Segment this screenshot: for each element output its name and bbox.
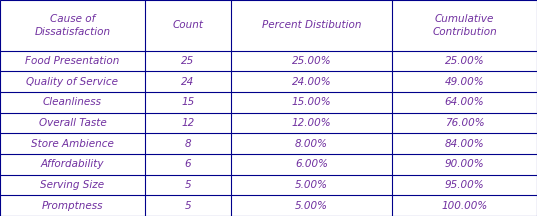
Text: 24.00%: 24.00% xyxy=(292,77,331,87)
Text: Percent Distibution: Percent Distibution xyxy=(262,20,361,30)
Text: Cleanliness: Cleanliness xyxy=(43,97,102,107)
Text: 90.00%: 90.00% xyxy=(445,159,484,169)
Text: Count: Count xyxy=(172,20,204,30)
Text: 100.00%: 100.00% xyxy=(441,201,488,211)
Text: 6: 6 xyxy=(185,159,191,169)
Text: 8: 8 xyxy=(185,139,191,149)
Text: 5: 5 xyxy=(185,201,191,211)
Text: Store Ambience: Store Ambience xyxy=(31,139,114,149)
Text: Cumulative
Contribution: Cumulative Contribution xyxy=(432,14,497,37)
Text: 12: 12 xyxy=(182,118,194,128)
Text: 8.00%: 8.00% xyxy=(295,139,328,149)
Text: Affordability: Affordability xyxy=(41,159,104,169)
Text: Quality of Service: Quality of Service xyxy=(26,77,119,87)
Text: Overall Taste: Overall Taste xyxy=(39,118,106,128)
Text: 24: 24 xyxy=(182,77,194,87)
Text: 25.00%: 25.00% xyxy=(445,56,484,66)
Text: 5: 5 xyxy=(185,180,191,190)
Text: 49.00%: 49.00% xyxy=(445,77,484,87)
Text: 12.00%: 12.00% xyxy=(292,118,331,128)
Text: 25.00%: 25.00% xyxy=(292,56,331,66)
Text: Food Presentation: Food Presentation xyxy=(25,56,120,66)
Text: 15: 15 xyxy=(182,97,194,107)
Text: 5.00%: 5.00% xyxy=(295,201,328,211)
Text: 84.00%: 84.00% xyxy=(445,139,484,149)
Text: Promptness: Promptness xyxy=(42,201,103,211)
Text: Serving Size: Serving Size xyxy=(40,180,105,190)
Text: 5.00%: 5.00% xyxy=(295,180,328,190)
Text: Cause of
Dissatisfaction: Cause of Dissatisfaction xyxy=(34,14,111,37)
Text: 95.00%: 95.00% xyxy=(445,180,484,190)
Text: 6.00%: 6.00% xyxy=(295,159,328,169)
Text: 25: 25 xyxy=(182,56,194,66)
Text: 64.00%: 64.00% xyxy=(445,97,484,107)
Text: 15.00%: 15.00% xyxy=(292,97,331,107)
Text: 76.00%: 76.00% xyxy=(445,118,484,128)
